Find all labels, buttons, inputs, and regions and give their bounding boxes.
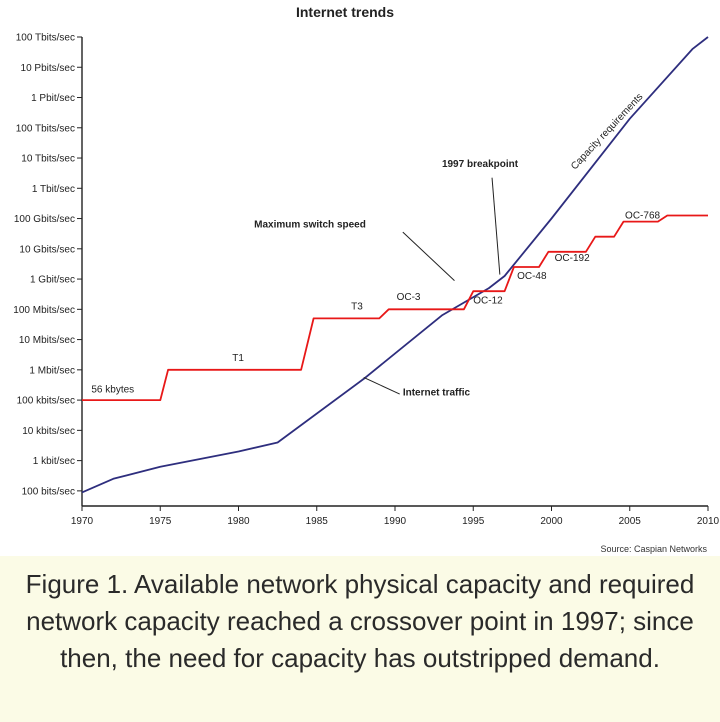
axes xyxy=(81,37,708,507)
x-tick-label: 1970 xyxy=(71,516,94,527)
leader-lines xyxy=(363,177,501,395)
caption-panel: Figure 1. Available network physical cap… xyxy=(0,556,720,722)
x-tick-label: 2000 xyxy=(540,516,563,527)
x-tick-label: 1985 xyxy=(306,516,329,527)
x-tick-label: 2005 xyxy=(619,516,642,527)
figure-caption: Figure 1. Available network physical cap… xyxy=(25,569,695,673)
series-layer xyxy=(81,36,709,494)
y-tick-label: 100 bits/sec xyxy=(22,486,75,497)
y-tick-label: 100 Tbits/sec xyxy=(16,123,75,134)
leader-line xyxy=(402,231,455,281)
line-chart: Internet trends 100 Tbits/sec 10 Pbits/se… xyxy=(13,4,720,554)
chart-area: Internet trends 100 Tbits/sec 10 Pbits/se… xyxy=(13,4,720,554)
annotation-label: T3 xyxy=(351,301,363,312)
x-tick-label: 2010 xyxy=(697,516,720,527)
annotation-label: Maximum switch speed xyxy=(254,220,366,231)
y-tick-label: 1 Mbit/sec xyxy=(29,365,75,376)
x-tick-label: 1990 xyxy=(384,516,407,527)
y-tick-label: 10 Pbits/sec xyxy=(21,63,75,74)
y-tick-label: 10 kbits/sec xyxy=(22,426,75,437)
y-tick-label: 10 Tbits/sec xyxy=(21,154,75,165)
annotation-label: OC-768 xyxy=(625,211,660,222)
y-tick-label: 100 Mbits/sec xyxy=(13,305,75,316)
source-note: Source: Caspian Networks xyxy=(600,544,707,554)
leader-line xyxy=(491,177,501,275)
annotation-label: OC-12 xyxy=(473,295,503,306)
y-tick-label: 100 kbits/sec xyxy=(17,396,75,407)
annotation-label: Internet traffic xyxy=(403,388,471,399)
annotation-label: OC-192 xyxy=(555,253,590,264)
x-tick-label: 1975 xyxy=(149,516,172,527)
x-axis-ticks: 1970 1975 1980 1985 1990 1995 2000 2005 2010 xyxy=(71,506,720,527)
y-tick-label: 10 Mbits/sec xyxy=(19,335,75,346)
annotation-label: 1997 breakpoint xyxy=(442,159,519,170)
y-axis-ticks: 100 Tbits/sec 10 Pbits/sec 1 Pbit/sec 100 T… xyxy=(13,33,82,497)
chart-title: Internet trends xyxy=(296,4,394,20)
y-tick-label: 1 Tbit/sec xyxy=(32,184,75,195)
annotation-label: 56 kbytes xyxy=(91,385,134,396)
y-tick-label: 100 Tbits/sec xyxy=(16,33,75,44)
y-tick-label: 100 Gbits/sec xyxy=(14,214,75,225)
x-tick-label: 1995 xyxy=(462,516,485,527)
y-tick-label: 1 kbit/sec xyxy=(33,456,75,467)
leader-line xyxy=(363,376,400,395)
y-tick-label: 10 Gbits/sec xyxy=(19,244,75,255)
y-tick-label: 1 Gbit/sec xyxy=(30,275,75,286)
annotation-label: OC-3 xyxy=(397,292,421,303)
annotations: 56 kbytes T1 T3 OC-3 OC-12 OC-48 OC-192 OC-768 M… xyxy=(91,92,660,399)
x-tick-label: 1980 xyxy=(227,516,250,527)
max-switch-speed-line xyxy=(82,214,708,402)
capacity-requirements-line xyxy=(81,36,709,494)
annotation-label: T1 xyxy=(232,353,244,364)
y-tick-label: 1 Pbit/sec xyxy=(31,93,75,104)
annotation-label: OC-48 xyxy=(517,271,547,282)
annotation-label: Capacity requirements xyxy=(569,92,645,173)
